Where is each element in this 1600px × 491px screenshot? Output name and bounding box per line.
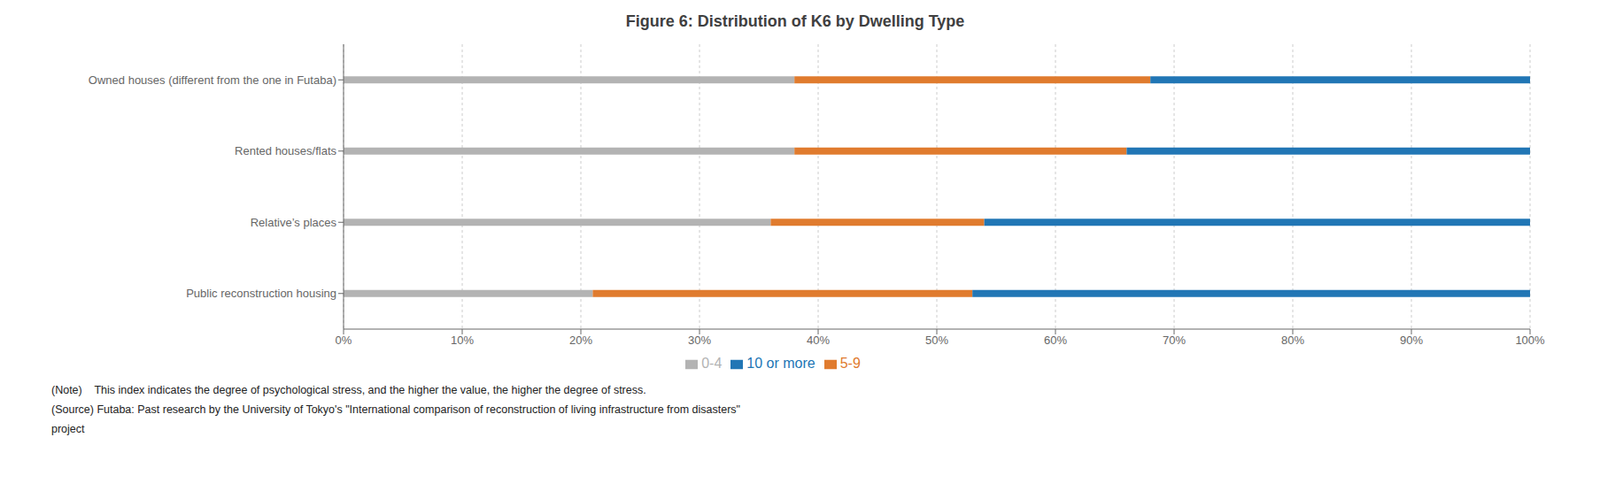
html-text:(Note) This index indicates th: (Note) This index indicates the degree o… (51, 384, 647, 397)
html-text:5-9: 5-9 (840, 355, 861, 372)
svg-text:100%: 100% (1514, 333, 1546, 348)
html-text:10 or more: 10 or more (746, 355, 816, 372)
svg-text:Public reconstruction housing: Public reconstruction housing (185, 286, 337, 301)
svg-text:90%: 90% (1399, 333, 1423, 348)
svg-text:30%: 30% (687, 333, 712, 348)
svg-text:Owned houses (different from t: Owned houses (different from the one in … (88, 73, 337, 87)
html-text:Figure 6: Distribution of K6 b: Figure 6: Distribution of K6 by Dwelling… (625, 12, 965, 31)
svg-text:70%: 70% (1162, 333, 1186, 348)
html-text:0-4: 0-4 (701, 355, 722, 372)
svg-text:0%: 0% (335, 333, 353, 348)
svg-text:Relative’s places: Relative’s places (250, 216, 338, 230)
svg-text:40%: 40% (806, 333, 830, 348)
svg-text:60%: 60% (1043, 333, 1067, 348)
svg-text:80%: 80% (1281, 333, 1305, 348)
html-text:(Source) Futaba: Past research: (Source) Futaba: Past research by the Un… (51, 403, 741, 417)
svg-text:Rented houses/flats: Rented houses/flats (234, 144, 337, 158)
html-text:project: project (51, 423, 85, 436)
svg-text:10%: 10% (450, 333, 474, 348)
svg-text:20%: 20% (569, 333, 593, 348)
svg-text:50%: 50% (925, 333, 949, 348)
